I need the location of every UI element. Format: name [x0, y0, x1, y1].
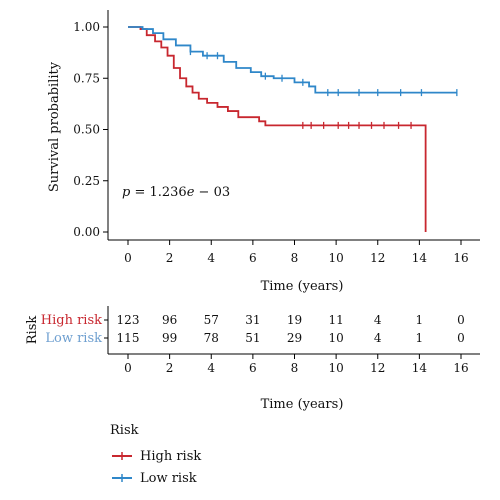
high-risk-curve [128, 26, 427, 232]
y-tick-label: 0.50 [73, 123, 100, 137]
x-tick-label: 6 [249, 251, 257, 265]
risk-table-x-axis-title: Time (years) [261, 397, 344, 412]
risk-count-high-risk: 57 [204, 313, 219, 327]
x-tick-label: 10 [328, 251, 343, 265]
x-tick-label: 4 [207, 251, 215, 265]
x-tick-label: 2 [166, 251, 174, 265]
risk-count-high-risk: 11 [328, 313, 343, 327]
x-tick-label: 12 [370, 251, 385, 265]
y-axis-title: Survival probability [47, 61, 62, 192]
risk-x-tick-label: 10 [328, 361, 343, 375]
y-tick-label: 1.00 [73, 20, 100, 34]
risk-x-tick-label: 4 [207, 361, 215, 375]
y-tick-label: 0.25 [73, 174, 100, 188]
legend-title: Risk [110, 423, 139, 438]
p-value-exponent: − 03 [194, 185, 230, 200]
risk-row-label-low-risk: Low risk [45, 331, 102, 346]
risk-row-label-high-risk: High risk [41, 313, 102, 328]
low-risk-curve [128, 26, 457, 94]
p-symbol: p [122, 185, 131, 200]
survival-curves [128, 26, 458, 232]
risk-count-low-risk: 115 [117, 331, 140, 345]
risk-table-title: Risk [25, 316, 40, 345]
p-value-annotation: p = 1.236e − 03 [122, 185, 230, 200]
risk-count-low-risk: 10 [328, 331, 343, 345]
risk-count-high-risk: 0 [457, 313, 465, 327]
risk-count-low-risk: 99 [162, 331, 177, 345]
risk-count-high-risk: 1 [416, 313, 424, 327]
legend-label-low-risk: Low risk [140, 471, 197, 486]
legend-label-high-risk: High risk [140, 449, 201, 464]
risk-count-high-risk: 123 [117, 313, 140, 327]
p-value-mantissa: = 1.236 [130, 185, 186, 200]
risk-count-low-risk: 1 [416, 331, 424, 345]
risk-count-low-risk: 78 [204, 331, 219, 345]
risk-count-high-risk: 31 [245, 313, 260, 327]
x-tick-label: 0 [124, 251, 132, 265]
risk-count-low-risk: 51 [245, 331, 260, 345]
risk-count-high-risk: 96 [162, 313, 177, 327]
risk-x-tick-label: 2 [166, 361, 174, 375]
risk-count-high-risk: 4 [374, 313, 382, 327]
x-tick-label: 14 [412, 251, 428, 265]
legend: Risk High risk Low risk [110, 423, 201, 486]
risk-x-tick-label: 14 [412, 361, 428, 375]
x-axis-title: Time (years) [261, 279, 344, 294]
x-tick-label: 16 [453, 251, 468, 265]
risk-count-low-risk: 29 [287, 331, 302, 345]
risk-x-tick-label: 6 [249, 361, 257, 375]
p-value-exp-e: e [187, 185, 195, 200]
survival-plot: 1.00 0.75 0.50 0.25 0.00 0 2 4 6 8 10 12 14 16 Survi… [47, 10, 480, 294]
risk-count-low-risk: 0 [457, 331, 465, 345]
y-tick-label: 0.00 [73, 225, 100, 239]
risk-count-high-risk: 19 [287, 313, 302, 327]
risk-count-low-risk: 4 [374, 331, 382, 345]
risk-x-tick-label: 0 [124, 361, 132, 375]
risk-x-tick-label: 8 [291, 361, 299, 375]
y-tick-label: 0.75 [73, 71, 100, 85]
risk-x-tick-label: 12 [370, 361, 385, 375]
risk-x-tick-label: 16 [453, 361, 468, 375]
x-tick-label: 8 [291, 251, 299, 265]
